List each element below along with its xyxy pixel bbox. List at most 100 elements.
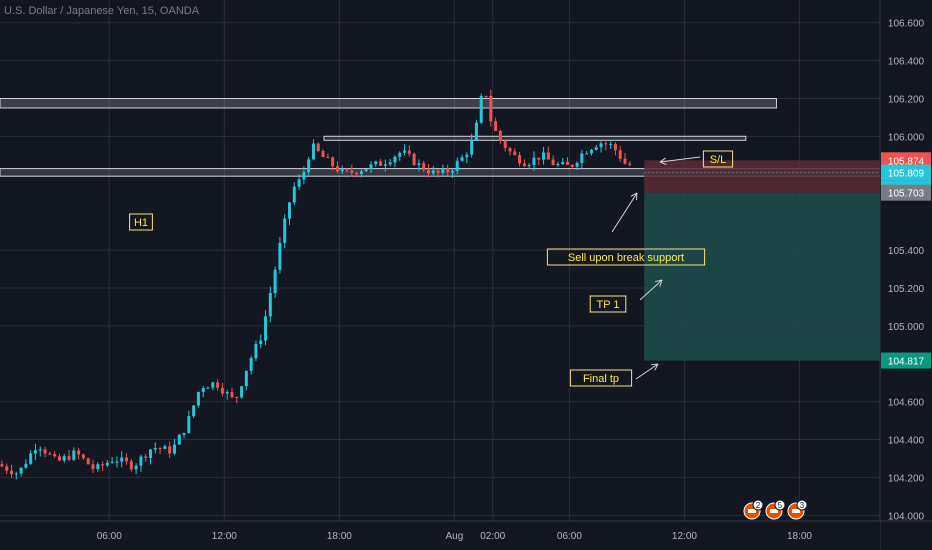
candle: [542, 146, 546, 165]
candle: [139, 454, 143, 472]
price-tick-label: 104.000: [888, 511, 925, 522]
candle: [182, 432, 186, 439]
flag-stripe: [770, 509, 778, 513]
time-tick-label: 18:00: [787, 531, 812, 542]
candle: [5, 463, 9, 475]
candle-body: [264, 316, 268, 341]
candle-body: [14, 473, 18, 475]
final-target-label[interactable]: Final tp: [583, 373, 619, 385]
candle-body: [292, 186, 296, 203]
time-tick-label: 12:00: [672, 531, 697, 542]
entry-note-box[interactable]: [546, 248, 706, 266]
candle: [628, 161, 632, 167]
candle-body: [350, 170, 354, 173]
candle: [465, 152, 469, 164]
candle-body: [374, 161, 378, 165]
candle: [513, 148, 517, 156]
candle-body: [379, 161, 383, 166]
candle: [158, 447, 162, 455]
take-profit-zone[interactable]: [644, 192, 880, 361]
candle: [522, 159, 526, 167]
candle: [81, 453, 85, 460]
candle: [503, 139, 507, 152]
arrow-head: [654, 363, 659, 371]
arrow-head: [650, 363, 659, 366]
candle-body: [422, 163, 426, 171]
candle: [206, 386, 210, 389]
candle-body: [149, 449, 153, 458]
candle-body: [450, 170, 454, 173]
candle-body: [101, 464, 105, 466]
candle: [450, 168, 454, 178]
stop-loss-label-box[interactable]: [702, 150, 734, 168]
resistance-line-rectangle[interactable]: [323, 135, 747, 141]
candle: [527, 162, 531, 169]
event-badges[interactable]: 2 5 3: [743, 499, 808, 520]
candle: [225, 389, 229, 400]
candle: [33, 443, 37, 460]
candle-body: [225, 392, 229, 394]
stop-loss-label[interactable]: S/L: [710, 154, 727, 166]
candle-body: [599, 143, 603, 148]
time-tick-label: Aug: [445, 531, 463, 542]
economic-event-badge[interactable]: 3: [787, 499, 808, 520]
price-tick-label: 104.600: [888, 398, 925, 409]
entry-arrow[interactable]: [611, 192, 638, 233]
candle-body: [403, 150, 407, 153]
time-axis[interactable]: 06:00 12:00 18:00 Aug 02:00 06:00 12:00 18:00: [0, 520, 932, 550]
candle-body: [542, 152, 546, 160]
candle: [474, 119, 478, 141]
candle: [398, 151, 402, 162]
candle-body: [565, 161, 569, 165]
economic-event-badge[interactable]: 2: [743, 499, 764, 520]
candle: [537, 157, 541, 166]
candle-body: [230, 392, 234, 397]
candle: [609, 141, 613, 150]
short-position-tool[interactable]: [644, 160, 880, 361]
candle-body: [206, 387, 210, 389]
candle-body: [460, 157, 464, 161]
candle-body: [604, 143, 608, 145]
final-target-arrow[interactable]: [635, 363, 659, 380]
stop-loss-arrow[interactable]: [659, 156, 701, 166]
target1-label[interactable]: TP 1: [596, 299, 619, 311]
price-tick-label: 105.000: [888, 322, 925, 333]
candle: [297, 174, 301, 191]
entry-note[interactable]: Sell upon break support: [568, 252, 684, 264]
candle: [359, 168, 363, 178]
candle-body: [474, 122, 478, 140]
candle-body: [398, 152, 402, 157]
candle: [220, 382, 224, 397]
final-target-label-box[interactable]: [569, 369, 633, 387]
candle-body: [484, 95, 488, 97]
candle: [407, 145, 411, 157]
candle: [570, 164, 574, 169]
candle: [259, 334, 263, 349]
candle-body: [187, 416, 191, 433]
candle-body: [48, 453, 52, 455]
target1-label-box[interactable]: [589, 295, 627, 313]
candle-body: [216, 382, 220, 388]
badge-count: 5: [778, 501, 783, 510]
annotations[interactable]: H1 S/L Sell upon break support TP 1 Final tp: [129, 150, 734, 387]
price-tick-label: 106.000: [888, 132, 925, 143]
candle-body: [359, 171, 363, 175]
current-price-tag: 105.809: [888, 169, 925, 180]
candle-body: [196, 391, 200, 406]
timeframe-label-box[interactable]: [129, 213, 153, 231]
candle: [388, 158, 392, 167]
stop-loss-zone[interactable]: [644, 160, 880, 193]
candle-body: [235, 396, 239, 398]
candle-body: [455, 160, 459, 171]
target1-arrow[interactable]: [639, 279, 663, 301]
candle: [187, 410, 191, 434]
economic-event-badge[interactable]: 5: [765, 499, 786, 520]
price-axis[interactable]: 106.600 106.400 106.200 106.000 105.400 105.2…: [879, 0, 932, 550]
candle: [446, 164, 450, 177]
candle: [364, 169, 368, 172]
resistance-zone-rectangle[interactable]: [0, 98, 777, 109]
candle-body: [613, 143, 617, 151]
timeframe-label[interactable]: H1: [134, 217, 148, 229]
candle: [623, 153, 627, 165]
